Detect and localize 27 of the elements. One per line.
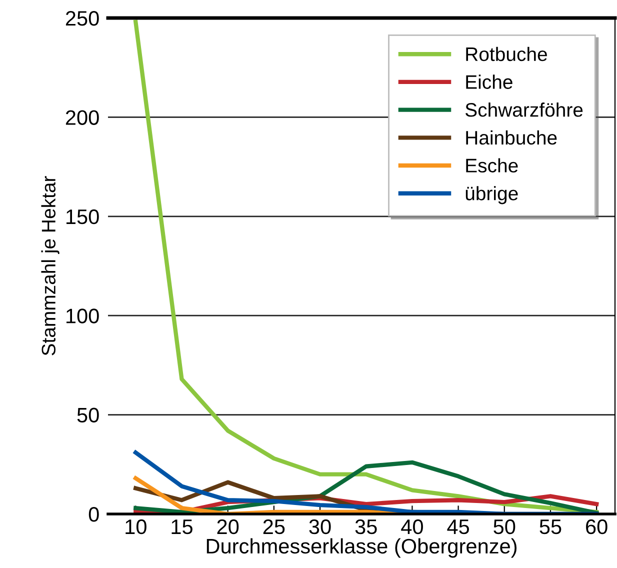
y-axis-title: Stammzahl je Hektar <box>41 176 60 356</box>
legend-label: Hainbuche <box>466 130 557 145</box>
line-series <box>134 20 599 514</box>
line-series <box>134 450 599 514</box>
legend-label: Esche <box>466 158 518 173</box>
x-tick-label: 30 <box>309 519 331 534</box>
y-tick-label: 100 <box>66 308 99 324</box>
x-tick-label: 40 <box>401 519 423 534</box>
legend-label: Eiche <box>466 74 512 89</box>
x-axis-title: Durchmesserklasse (Obergrenze) <box>206 538 517 558</box>
legend-label: Rotbuche <box>466 46 547 62</box>
y-tick-label: 50 <box>77 408 99 423</box>
x-tick-label: 55 <box>540 520 562 534</box>
x-tick-label: 10 <box>126 519 146 534</box>
y-tick-label: 200 <box>66 110 99 125</box>
x-tick-label: 20 <box>217 519 239 534</box>
x-tick-label: 15 <box>172 520 192 534</box>
x-tick-label: 45 <box>447 520 470 534</box>
legend-label: Schwarzföhre <box>465 102 583 117</box>
y-tick-label: 250 <box>66 11 99 26</box>
y-tick-label: 0 <box>88 507 99 522</box>
x-tick-label: 60 <box>586 519 608 534</box>
legend-label: übrige <box>466 186 518 204</box>
x-tick-label: 35 <box>355 519 377 534</box>
x-tick-label: 50 <box>494 519 516 534</box>
y-tick-label: 150 <box>66 209 99 224</box>
x-tick-label: 25 <box>263 519 285 534</box>
